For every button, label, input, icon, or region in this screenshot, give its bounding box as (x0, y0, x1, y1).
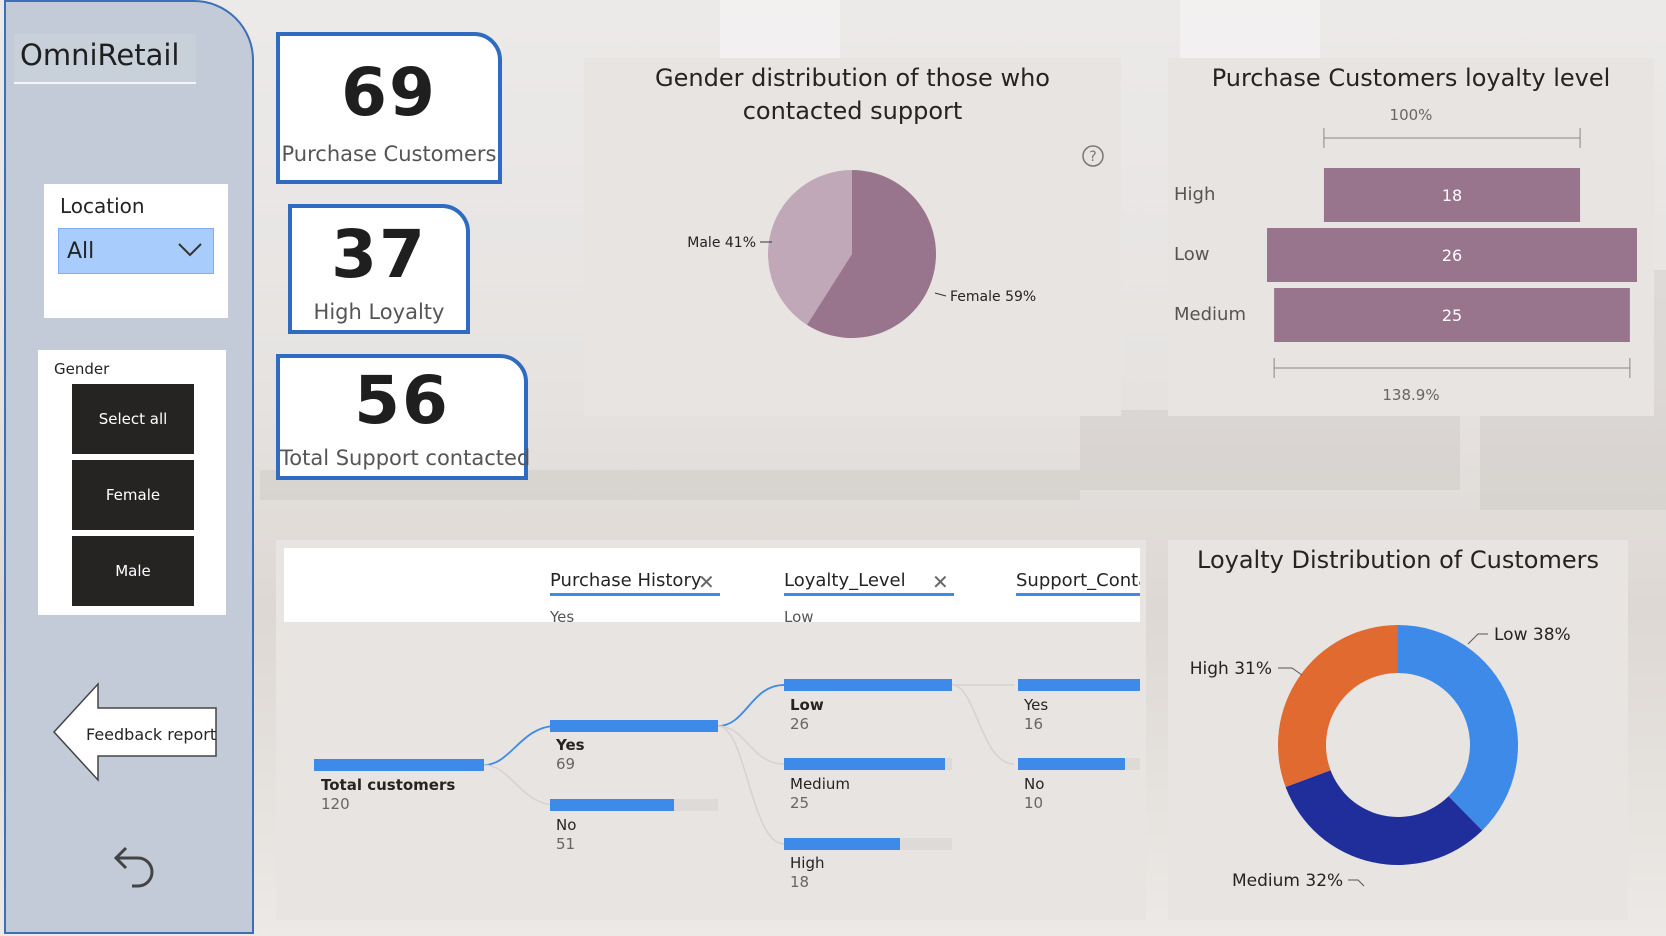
svg-text:?: ? (1089, 149, 1096, 165)
donut-label-high: High 31% (1190, 659, 1272, 679)
level-purchase-history[interactable]: Purchase History (550, 570, 720, 596)
tree-level-header: Purchase History ✕ Yes Loyalty_Level ✕ L… (284, 548, 1140, 626)
arrow-left-shape-icon (52, 682, 217, 782)
pie-label-male: Male 41% (687, 235, 756, 251)
loyalty-donut-panel: Loyalty Distribution of Customers Low 38… (1168, 540, 1628, 920)
loyalty-donut-chart: Low 38% Medium 32% High 31% (1190, 625, 1571, 891)
funnel-value-label: 25 (1442, 306, 1462, 325)
funnel-bottom-percent: 138.9% (1382, 386, 1440, 404)
funnel-top-percent: 100% (1389, 106, 1433, 124)
gender-female-button[interactable]: Female (72, 460, 194, 530)
node-bar-loyalty-high[interactable] (784, 838, 952, 850)
level-loyalty-level[interactable]: Loyalty_Level (784, 570, 954, 596)
gender-label: Gender (54, 360, 110, 378)
node-label: Yes (1024, 696, 1049, 714)
leader-line (1348, 879, 1365, 887)
node-label: Medium (790, 775, 850, 793)
help-icon[interactable]: ? (1081, 144, 1105, 168)
donut-slice-medium[interactable] (1285, 770, 1483, 865)
loyalty-funnel-panel: Purchase Customers loyalty level 100% 13… (1168, 58, 1654, 416)
funnel-category-label: Medium (1174, 304, 1246, 325)
funnel-bar-high[interactable] (1323, 168, 1581, 222)
pie-slice-male[interactable] (768, 170, 852, 325)
level-purchase-history-selected: Yes (550, 608, 575, 626)
node-label: Low (790, 696, 824, 714)
node-value: 51 (556, 835, 576, 853)
root-label: Total customers (321, 776, 456, 794)
loyalty-funnel-chart: 18 High 26 Low 25 Medium (1174, 128, 1637, 378)
funnel-title: Purchase Customers loyalty level (1211, 64, 1611, 92)
pie-slice-female[interactable] (806, 170, 936, 338)
node-bar-support-yes[interactable] (1018, 679, 1140, 691)
kpi-value: 37 (331, 216, 427, 293)
node-value: 18 (790, 873, 810, 891)
node-value: 16 (1024, 715, 1044, 733)
leader-line (1278, 667, 1303, 676)
kpi-purchase-customers: 69 Purchase Customers (276, 32, 502, 184)
node-label: No (1024, 775, 1045, 793)
node-label: High (790, 854, 825, 872)
gender-select-all-button[interactable]: Select all (72, 384, 194, 454)
chevron-down-icon (178, 243, 202, 257)
gender-slicer: Gender Select all Female Male (38, 350, 226, 615)
close-icon[interactable]: ✕ (932, 570, 949, 594)
donut-label-low: Low 38% (1494, 625, 1571, 645)
node-bar-support-no[interactable] (1018, 758, 1140, 770)
close-icon[interactable]: ✕ (698, 570, 715, 594)
gender-male-button[interactable]: Male (72, 536, 194, 606)
kpi-label: Purchase Customers (281, 142, 497, 166)
donut-slice-low[interactable] (1398, 625, 1518, 831)
level-support-contacted[interactable]: Support_Conta (1016, 570, 1140, 596)
funnel-value-label: 26 (1442, 246, 1462, 265)
funnel-bar-low[interactable] (1267, 228, 1637, 282)
node-bar-purchase-no[interactable] (550, 799, 718, 811)
node-value: 10 (1024, 794, 1044, 812)
kpi-label: Total Support contacted (280, 446, 531, 470)
location-label: Location (60, 194, 145, 218)
kpi-value: 56 (354, 362, 450, 439)
gender-pie-chart: Male 41% Female 59% (687, 170, 1036, 338)
funnel-bar-medium[interactable] (1274, 288, 1630, 342)
root-bar[interactable] (314, 759, 484, 771)
gender-chart-title: Gender distribution of those who contact… (655, 64, 1050, 125)
decomposition-tree-panel: Purchase History ✕ Yes Loyalty_Level ✕ L… (276, 540, 1146, 920)
leader-line (934, 292, 947, 297)
donut-label-medium: Medium 32% (1232, 871, 1343, 891)
node-value: 69 (556, 755, 576, 773)
location-value: All (67, 239, 95, 264)
undo-icon[interactable] (108, 840, 160, 892)
funnel-category-label: Low (1174, 244, 1209, 265)
app-title: OmniRetail (20, 38, 180, 72)
leader-line (1467, 633, 1488, 645)
tree-connectors (483, 684, 1015, 845)
node-value: 25 (790, 794, 810, 812)
gender-pie-panel: Gender distribution of those who contact… (584, 58, 1121, 416)
donut-slice-high[interactable] (1278, 625, 1398, 788)
node-bar-purchase-yes[interactable] (550, 720, 718, 732)
funnel-value-label: 18 (1442, 186, 1462, 205)
level-loyalty-level-selected: Low (784, 608, 814, 626)
sidebar: OmniRetail Location All Gender Select al… (4, 0, 254, 934)
pie-label-female: Female 59% (950, 289, 1036, 305)
node-label: Yes (556, 736, 585, 754)
root-value: 120 (321, 795, 350, 813)
location-dropdown[interactable]: All (58, 228, 214, 274)
feedback-report-label: Feedback report (86, 725, 217, 744)
feedback-report-button[interactable]: Feedback report (52, 682, 218, 786)
donut-title: Loyalty Distribution of Customers (1197, 546, 1599, 574)
node-bar-loyalty-low[interactable] (784, 679, 952, 691)
kpi-label: High Loyalty (313, 300, 445, 324)
kpi-value: 69 (341, 54, 437, 131)
kpi-total-support-contacted: 56 Total Support contacted (276, 354, 531, 480)
location-slicer: Location All (44, 184, 228, 318)
funnel-category-label: High (1174, 184, 1215, 205)
app-brand: OmniRetail (14, 34, 196, 84)
node-label: No (556, 816, 577, 834)
kpi-high-loyalty: 37 High Loyalty (288, 204, 470, 334)
node-bar-loyalty-medium[interactable] (784, 758, 952, 770)
node-value: 26 (790, 715, 810, 733)
